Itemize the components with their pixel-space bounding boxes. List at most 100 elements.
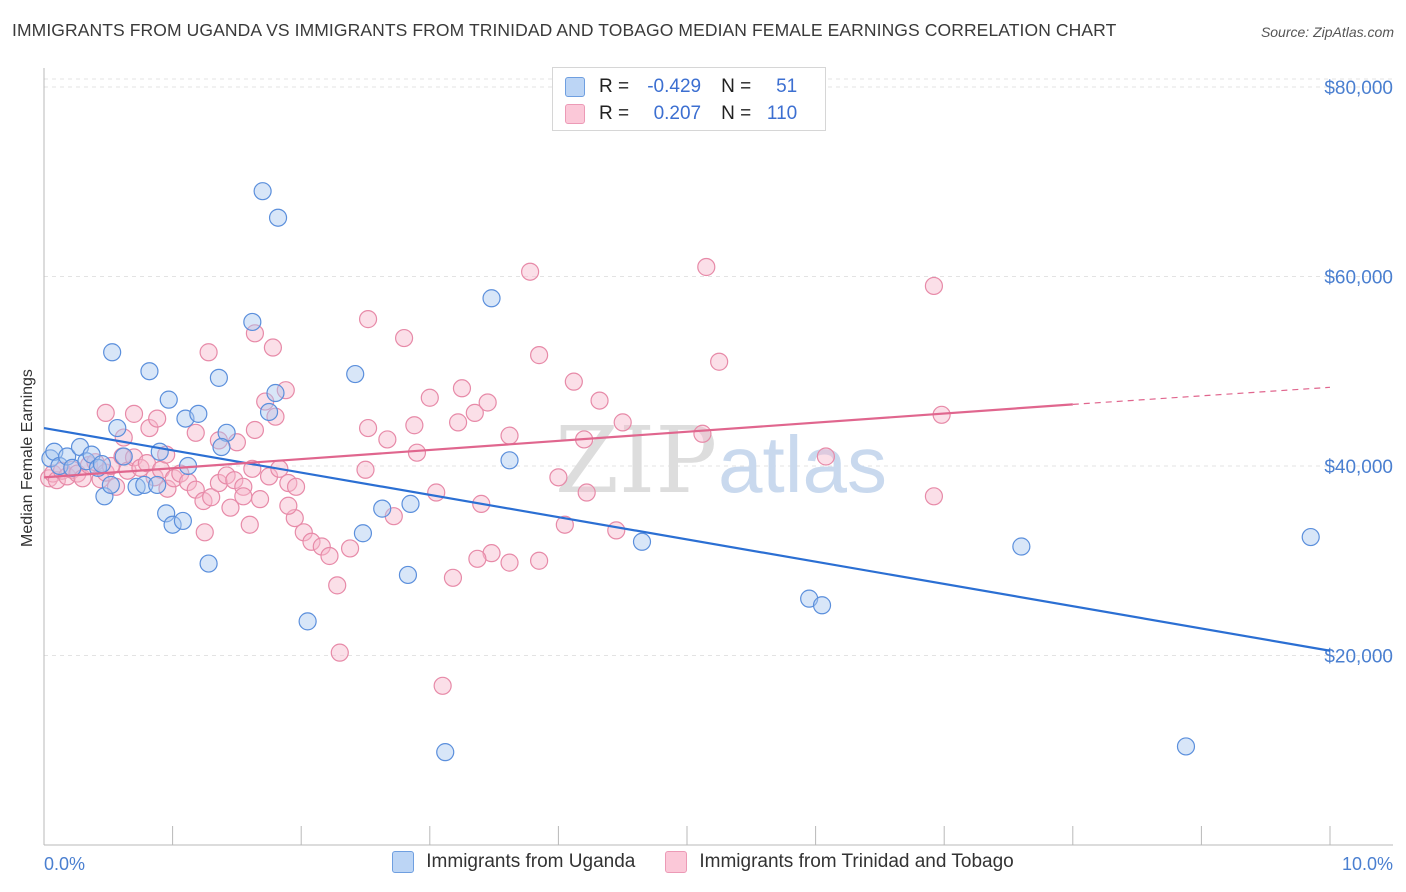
trinidad-point-79: [924, 276, 944, 296]
trinidad-point-21: [158, 479, 177, 498]
trinidad-point-105: [340, 539, 360, 558]
trinidad-point-46: [186, 423, 205, 442]
uganda-point-21: [150, 442, 169, 461]
trinidad-point-37: [286, 477, 306, 496]
trinidad-point-75: [697, 257, 716, 277]
trinidad-point-28: [209, 473, 228, 493]
trinidad-point-57: [358, 310, 378, 329]
uganda-point-25: [159, 390, 178, 409]
uganda-point-30: [243, 312, 262, 332]
legend-item-trinidad[interactable]: Immigrants from Trinidad and Tobago: [665, 851, 1014, 873]
trinidad-point-95: [427, 483, 446, 502]
trinidad-point-27: [202, 488, 221, 507]
trend-lines: [43, 386, 1331, 652]
trinidad-point-54: [199, 343, 218, 362]
legend-item-uganda[interactable]: Immigrants from Uganda: [392, 851, 635, 873]
x-tick-label-1: 10.0%: [1342, 854, 1393, 874]
trinidad-point-71: [564, 372, 583, 391]
uganda-point-11: [101, 475, 120, 495]
trinidad-point-69: [521, 262, 540, 281]
trinidad-point-40: [312, 537, 331, 556]
trinidad-point-33: [250, 490, 270, 509]
watermark: ZIP atlas: [555, 407, 887, 514]
watermark-atlas: atlas: [718, 420, 887, 509]
trinidad-point-41: [320, 546, 339, 566]
trinidad-legend-swatch: [665, 851, 688, 873]
uganda-point-12: [108, 418, 127, 438]
trinidad-point-64: [407, 443, 427, 462]
uganda-point-48: [1176, 737, 1196, 756]
uganda-point-35: [298, 612, 317, 631]
axes: [43, 68, 1393, 846]
uganda-point-47: [1012, 537, 1031, 556]
r-label: R =: [599, 103, 630, 124]
uganda-trend-line: [43, 426, 1331, 652]
trinidad-point-81: [924, 487, 944, 506]
trinidad-point-56: [263, 338, 283, 357]
chart-title: IMMIGRANTS FROM UGANDA VS IMMIGRANTS FRO…: [12, 20, 1117, 40]
trinidad-point-84: [468, 549, 487, 568]
uganda-point-29: [217, 423, 236, 442]
trinidad-point-72: [590, 391, 609, 410]
trinidad-point-104: [234, 487, 253, 506]
y-tick-label-2: $60,000: [1324, 267, 1393, 288]
uganda-point-33: [253, 182, 272, 201]
x-ticks: 0.0% 10.0%: [43, 826, 1393, 874]
uganda-point-16: [148, 475, 167, 495]
trinidad-point-86: [433, 676, 452, 695]
trinidad-point-49: [245, 420, 265, 440]
n-label: N =: [721, 103, 752, 124]
uganda-point-37: [346, 364, 365, 384]
uganda-point-27: [189, 404, 208, 423]
trinidad-point-66: [465, 403, 484, 423]
uganda-point-19: [173, 511, 192, 531]
trinidad-point-91: [555, 515, 574, 534]
uganda-point-44: [632, 532, 652, 551]
trinidad-point-68: [500, 426, 519, 445]
y-tick-label-1: $40,000: [1324, 457, 1393, 478]
trinidad-point-60: [452, 379, 472, 398]
uganda-point-42: [482, 289, 501, 308]
uganda-point-3: [58, 447, 77, 466]
trinidad-legend-label: Immigrants from Trinidad and Tobago: [699, 851, 1014, 872]
trinidad-point-65: [448, 413, 468, 432]
uganda-point-43: [500, 451, 519, 470]
uganda-point-17: [157, 504, 176, 523]
uganda-point-15: [135, 475, 154, 495]
trinidad-point-92: [577, 483, 596, 502]
trinidad-point-45: [148, 409, 167, 428]
uganda-point-39: [398, 565, 418, 585]
trinidad-point-88: [330, 643, 349, 662]
uganda-point-50: [212, 437, 231, 457]
trinidad-point-74: [613, 413, 632, 432]
stats-legend: R = -0.429 N = 51 R = 0.207 N = 110: [552, 67, 826, 131]
uganda-point-28: [209, 368, 228, 387]
uganda-point-34: [268, 208, 288, 227]
uganda-point-32: [266, 383, 285, 403]
series-legend: Immigrants from Uganda Immigrants from T…: [0, 851, 1406, 873]
uganda-legend-swatch: [392, 851, 415, 873]
trinidad-point-52: [276, 381, 295, 400]
uganda-point-23: [103, 343, 122, 362]
trinidad-point-55: [245, 324, 265, 343]
uganda-point-13: [114, 447, 133, 466]
trinidad-point-99: [279, 496, 298, 515]
trinidad-point-97: [356, 460, 375, 479]
uganda-n-value: 51: [776, 76, 798, 97]
uganda-point-49: [1301, 527, 1320, 547]
trinidad-point-90: [549, 468, 568, 487]
y-tick-label-3: $80,000: [1324, 78, 1393, 99]
trinidad-point-24: [178, 472, 198, 492]
trinidad-point-70: [530, 346, 549, 365]
trinidad-point-44: [140, 418, 159, 438]
trinidad-point-30: [225, 471, 244, 490]
uganda-point-20: [199, 554, 218, 573]
trinidad-point-93: [607, 521, 626, 540]
trinidad-point-87: [328, 576, 347, 595]
uganda-swatch: [565, 77, 585, 97]
y-tick-label-0: $20,000: [1324, 646, 1393, 667]
trinidad-series: [40, 257, 951, 695]
trinidad-trend-line: [43, 403, 1073, 479]
uganda-legend-label: Immigrants from Uganda: [426, 851, 636, 872]
